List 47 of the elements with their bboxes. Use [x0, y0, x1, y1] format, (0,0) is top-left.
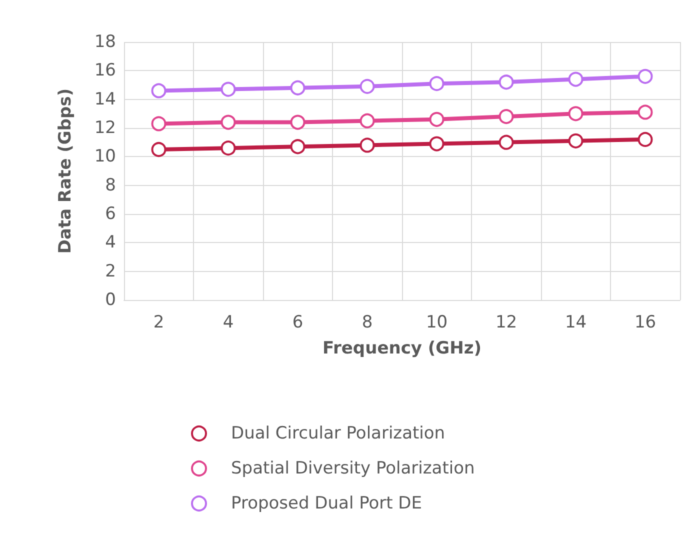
- point: [429, 112, 444, 127]
- y-tick-label: 18: [94, 32, 116, 52]
- x-tick-label: 2: [153, 312, 164, 332]
- point: [429, 136, 444, 152]
- y-tick-label: 4: [105, 232, 116, 253]
- point: [290, 114, 306, 130]
- x-tick-label: 14: [564, 312, 587, 332]
- x-tick-label: 8: [362, 312, 373, 332]
- point: [290, 80, 306, 96]
- x-tick-label: 6: [292, 312, 304, 332]
- y-tick-label: 10: [94, 146, 116, 167]
- y-tick-label: 16: [94, 60, 116, 81]
- point: [360, 138, 375, 153]
- point: [360, 113, 375, 128]
- point: [638, 132, 653, 147]
- point: [220, 140, 236, 156]
- point: [638, 68, 653, 84]
- point: [151, 116, 166, 132]
- point: [568, 106, 584, 122]
- point: [290, 139, 306, 154]
- y-tick-label: 8: [105, 175, 116, 196]
- point: [498, 74, 514, 90]
- x-tick-label: 12: [495, 312, 518, 332]
- legend-label: Dual Circular Polarization: [231, 424, 446, 444]
- point: [360, 78, 375, 94]
- point: [429, 76, 444, 92]
- point: [220, 114, 236, 130]
- x-tick-label: 4: [222, 312, 234, 332]
- y-tick-label: 2: [105, 261, 116, 282]
- y-tick-label: 0: [105, 290, 116, 310]
- point: [638, 104, 653, 120]
- y-axis-title: Data Rate (Gbps): [56, 88, 76, 254]
- point: [220, 82, 236, 97]
- legend-label: Proposed Dual Port DE: [231, 494, 422, 514]
- point: [498, 109, 514, 124]
- point: [151, 83, 166, 98]
- point: [498, 134, 514, 150]
- y-tick-label: 6: [105, 204, 116, 224]
- point: [568, 133, 584, 148]
- legend-label: Spatial Diversity Polarization: [231, 458, 475, 478]
- y-tick-label: 12: [94, 118, 116, 138]
- y-tick-label: 14: [94, 89, 116, 110]
- point: [568, 72, 584, 87]
- point: [151, 142, 166, 157]
- x-tick-label: 10: [426, 312, 448, 332]
- x-axis-title: Frequency (GHz): [322, 338, 482, 358]
- x-tick-label: 16: [634, 312, 656, 332]
